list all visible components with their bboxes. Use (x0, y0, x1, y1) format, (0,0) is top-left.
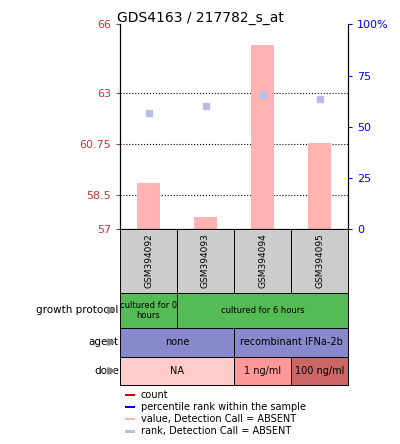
Text: rank, Detection Call = ABSENT: rank, Detection Call = ABSENT (140, 426, 291, 436)
Bar (124, 406, 135, 408)
Text: GDS4163 / 217782_s_at: GDS4163 / 217782_s_at (116, 11, 284, 25)
Bar (120, 293, 177, 328)
Bar (291, 357, 348, 385)
Bar (251, 45, 274, 229)
Text: GSM394095: GSM394095 (315, 233, 324, 288)
Text: GSM394093: GSM394093 (201, 233, 210, 288)
Bar (177, 293, 348, 328)
Text: growth protocol: growth protocol (36, 305, 119, 315)
Text: 100 ng/ml: 100 ng/ml (295, 366, 344, 376)
Bar (291, 229, 348, 293)
Text: GSM394092: GSM394092 (144, 234, 153, 288)
Bar (120, 357, 234, 385)
Text: value, Detection Call = ABSENT: value, Detection Call = ABSENT (140, 414, 296, 424)
Bar (137, 183, 160, 229)
Text: recombinant IFNa-2b: recombinant IFNa-2b (240, 337, 342, 347)
Text: 1 ng/ml: 1 ng/ml (244, 366, 281, 376)
Text: dose: dose (94, 366, 119, 376)
Bar (194, 218, 217, 229)
Text: count: count (140, 390, 168, 400)
Text: GSM394094: GSM394094 (258, 234, 267, 288)
Bar (124, 418, 135, 420)
Text: agent: agent (89, 337, 119, 347)
Bar (308, 143, 331, 229)
Text: none: none (165, 337, 189, 347)
Bar (120, 229, 177, 293)
Bar (124, 394, 135, 396)
Bar (234, 229, 291, 293)
Text: NA: NA (170, 366, 184, 376)
Bar (124, 430, 135, 432)
Bar (234, 357, 291, 385)
Text: cultured for 6 hours: cultured for 6 hours (221, 306, 304, 315)
Text: cultured for 0
hours: cultured for 0 hours (120, 301, 177, 320)
Bar (234, 328, 348, 357)
Bar (120, 328, 234, 357)
Text: percentile rank within the sample: percentile rank within the sample (140, 402, 306, 412)
Bar (177, 229, 234, 293)
